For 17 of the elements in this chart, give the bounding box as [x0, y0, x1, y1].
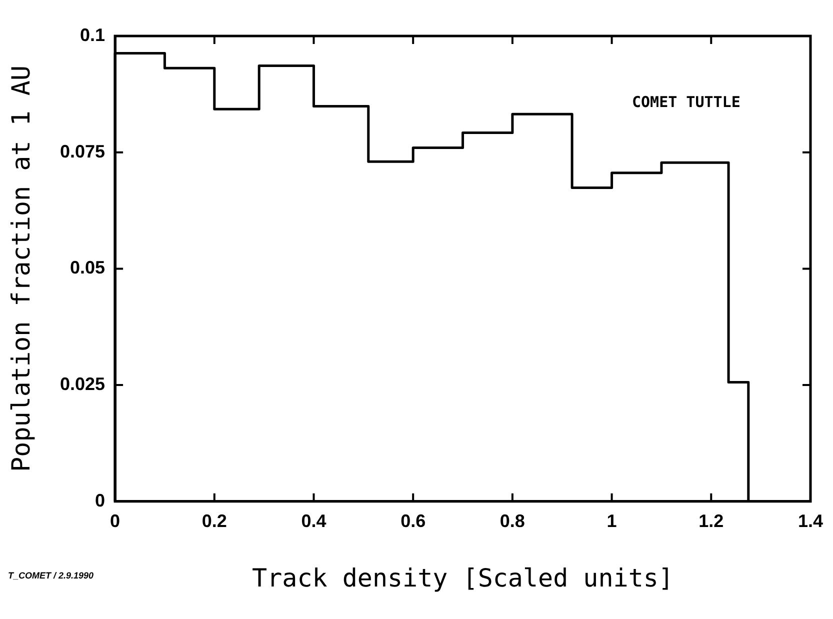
- x-tick-label: 0.8: [500, 511, 525, 532]
- y-tick-label: 0.1: [80, 24, 106, 45]
- x-tick-label: 0: [110, 511, 120, 532]
- y-tick-label: 0: [95, 490, 106, 510]
- y-tick-label: 0.075: [60, 141, 106, 162]
- x-tick-label: 0.2: [202, 511, 227, 532]
- x-tick-label: 0.4: [301, 511, 326, 532]
- x-tick-label: 1.4: [798, 511, 824, 532]
- y-tick-label: 0.05: [70, 258, 106, 278]
- x-axis-title: Track density [Scaled units]: [252, 564, 674, 592]
- x-tick-label: 1: [606, 511, 617, 532]
- annotation: COMET TUTTLE: [632, 92, 740, 111]
- y-axis-title: Population fraction at 1 AU: [6, 66, 36, 472]
- y-tick-label: 0.025: [60, 374, 106, 394]
- x-tick-label: 0.6: [400, 511, 426, 532]
- x-tick-label: 1.2: [698, 511, 724, 532]
- text: T_COMET / 2.9.1990: [8, 570, 94, 580]
